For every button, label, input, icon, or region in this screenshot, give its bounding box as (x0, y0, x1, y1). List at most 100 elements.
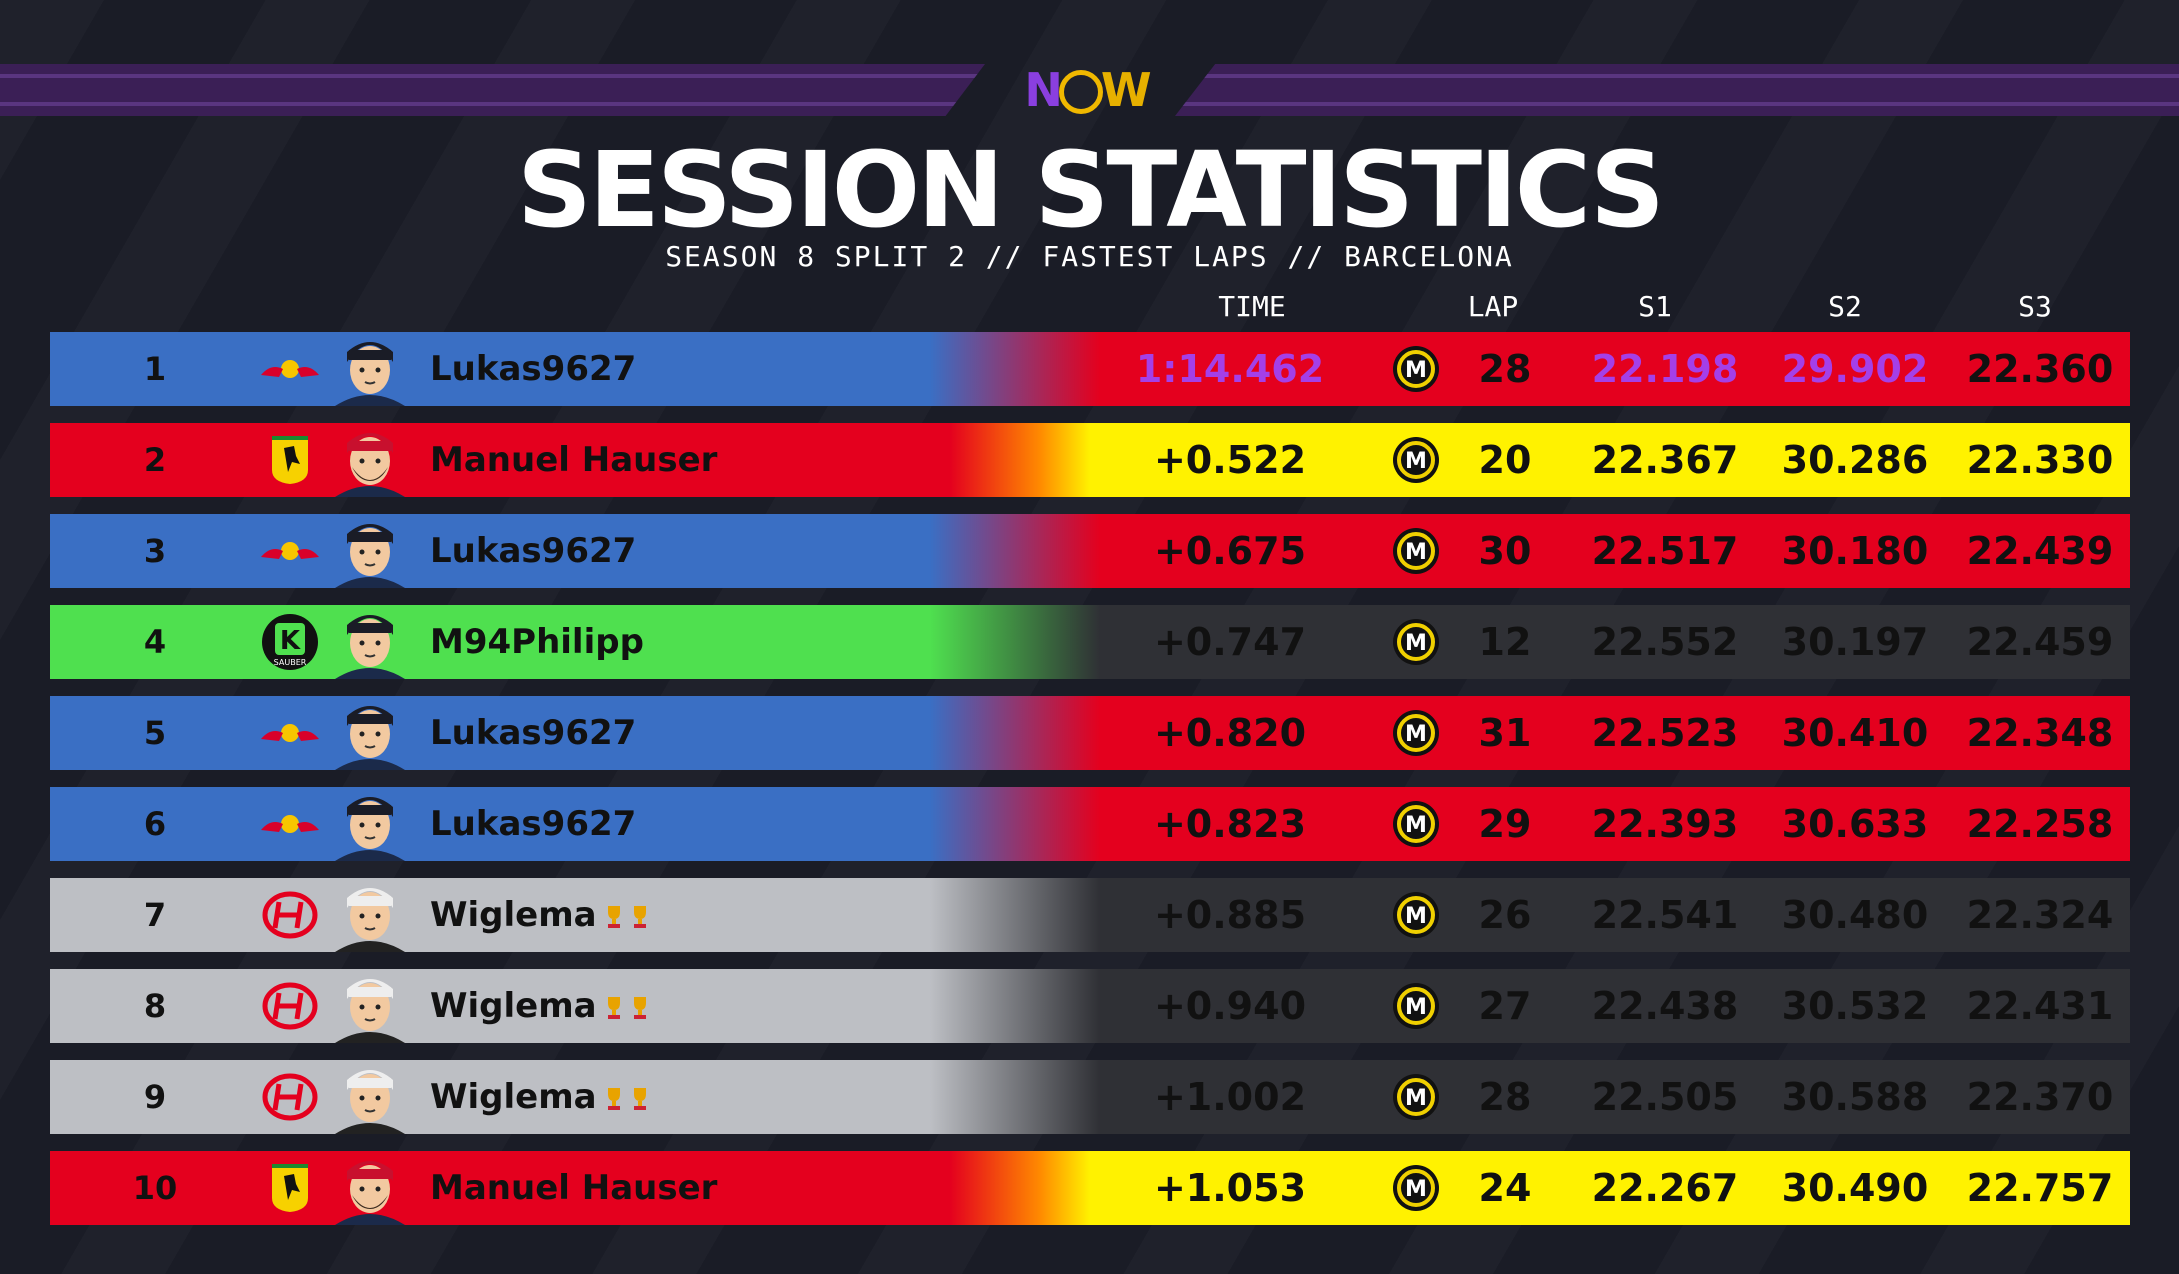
svg-text:M: M (1405, 540, 1427, 565)
medium-tyre-icon: M (1386, 526, 1446, 576)
lap-time: +0.522 (1153, 438, 1307, 482)
svg-text:M: M (1405, 995, 1427, 1020)
table-row: 3 Lukas9627 +0.675 M 30 22.517 30.180 22.439 (50, 514, 2130, 588)
sector-2-time: 30.532 (1781, 984, 1929, 1028)
lap-number: 20 (1478, 438, 1532, 482)
svg-text:K: K (280, 626, 301, 656)
medium-tyre-icon: M (1386, 799, 1446, 849)
position: 7 (143, 896, 167, 934)
driver-avatar (325, 696, 415, 770)
sector-1-time: 22.517 (1591, 529, 1739, 573)
sector-1-time: 22.552 (1591, 620, 1739, 664)
sector-1-time: 22.505 (1591, 1075, 1739, 1119)
redbull-logo (255, 524, 325, 578)
driver-name-text: Wiglema (430, 895, 597, 935)
sector-2-time: 30.490 (1781, 1166, 1929, 1210)
position: 3 (143, 532, 167, 570)
logo-letter-w: W (1100, 63, 1152, 117)
table-row: 2 Manuel Hauser +0.522 M 20 22.367 30.286 22.33… (50, 423, 2130, 497)
svg-text:M: M (1405, 813, 1427, 838)
logo-letter-n: N (1024, 63, 1062, 117)
driver-avatar (325, 332, 415, 406)
table-row: 9 Wiglema +1.002 M 28 22.505 30.588 22.370 (50, 1060, 2130, 1134)
header-band-left (0, 64, 985, 116)
sector-2-time: 30.633 (1781, 802, 1929, 846)
sector-3-time: 22.757 (1966, 1166, 2114, 1210)
column-header-time: TIME (1218, 290, 1286, 323)
trophy-icon (607, 905, 620, 928)
driver-avatar (325, 1060, 415, 1134)
lap-number: 31 (1478, 711, 1532, 755)
driver-name-text: M94Philipp (430, 622, 644, 662)
lap-number: 12 (1478, 620, 1532, 664)
driver-name-text: Manuel Hauser (430, 440, 718, 480)
haas-logo (255, 888, 325, 942)
page-title: SESSION STATISTICS (517, 129, 1665, 251)
position: 4 (143, 623, 167, 661)
column-header-lap: LAP (1467, 290, 1519, 323)
lap-time: +0.885 (1153, 893, 1307, 937)
medium-tyre-icon: M (1386, 981, 1446, 1031)
driver-avatar (325, 423, 415, 497)
sector-1-time: 22.523 (1591, 711, 1739, 755)
sector-3-time: 22.431 (1966, 984, 2114, 1028)
header-band-right (1175, 64, 2179, 116)
driver-name: Lukas9627 (430, 514, 636, 588)
driver-name-text: Lukas9627 (430, 713, 637, 753)
driver-name-text: Wiglema (430, 1077, 597, 1117)
table-row: 1 Lukas9627 1:14.462 M 28 22.198 29.902 22.360 (50, 332, 2130, 406)
position: 9 (143, 1078, 167, 1116)
medium-tyre-icon: M (1386, 890, 1446, 940)
trophy-icon (633, 996, 646, 1019)
haas-logo (255, 979, 325, 1033)
lap-time: +0.823 (1153, 802, 1307, 846)
sector-3-time: 22.324 (1966, 893, 2114, 937)
position: 2 (143, 441, 167, 479)
sector-1-time: 22.198 (1591, 347, 1739, 391)
svg-text:SAUBER: SAUBER (274, 658, 307, 667)
lap-time: +1.053 (1153, 1166, 1307, 1210)
driver-avatar (325, 1151, 415, 1225)
lap-number: 29 (1478, 802, 1532, 846)
trophy-icon (633, 1087, 646, 1110)
sauber-logo: K SAUBER (255, 614, 325, 670)
column-header-s2: S2 (1828, 290, 1862, 323)
column-header-s1: S1 (1638, 290, 1672, 323)
sector-1-time: 22.267 (1591, 1166, 1739, 1210)
position: 6 (143, 805, 167, 843)
lap-number: 30 (1478, 529, 1532, 573)
position: 10 (132, 1169, 178, 1207)
medium-tyre-icon: M (1386, 1163, 1446, 1213)
sector-2-time: 30.197 (1781, 620, 1929, 664)
logo-ring-icon (1058, 70, 1103, 114)
driver-avatar (325, 969, 415, 1043)
svg-text:M: M (1405, 1086, 1427, 1111)
driver-name: Wiglema (430, 969, 649, 1043)
lap-time: +0.675 (1153, 529, 1307, 573)
driver-name-text: Wiglema (430, 986, 597, 1026)
driver-avatar (325, 605, 415, 679)
driver-name: Manuel Hauser (430, 1151, 717, 1225)
svg-text:M: M (1405, 722, 1427, 747)
lap-time: +0.820 (1153, 711, 1307, 755)
haas-logo (255, 1070, 325, 1124)
table-row: 4 K SAUBER M94Philipp +0.747 M 12 22.552 30.197 2… (50, 605, 2130, 679)
trophy-icon (607, 1087, 620, 1110)
trophy-icon (607, 996, 620, 1019)
sector-1-time: 22.393 (1591, 802, 1739, 846)
redbull-logo (255, 342, 325, 396)
lap-time: +0.747 (1153, 620, 1307, 664)
medium-tyre-icon: M (1386, 1072, 1446, 1122)
svg-text:M: M (1405, 449, 1427, 474)
sector-3-time: 22.459 (1966, 620, 2114, 664)
sector-1-time: 22.541 (1591, 893, 1739, 937)
redbull-logo (255, 797, 325, 851)
driver-name-text: Manuel Hauser (430, 1168, 718, 1208)
medium-tyre-icon: M (1386, 344, 1446, 394)
svg-text:M: M (1405, 358, 1427, 383)
sector-3-time: 22.439 (1966, 529, 2114, 573)
table-row: 10 Manuel Hauser +1.053 M 24 22.267 30.490 22.7… (50, 1151, 2130, 1225)
position: 5 (143, 714, 167, 752)
lap-time: +1.002 (1153, 1075, 1307, 1119)
now-logo: N W (1022, 60, 1152, 120)
